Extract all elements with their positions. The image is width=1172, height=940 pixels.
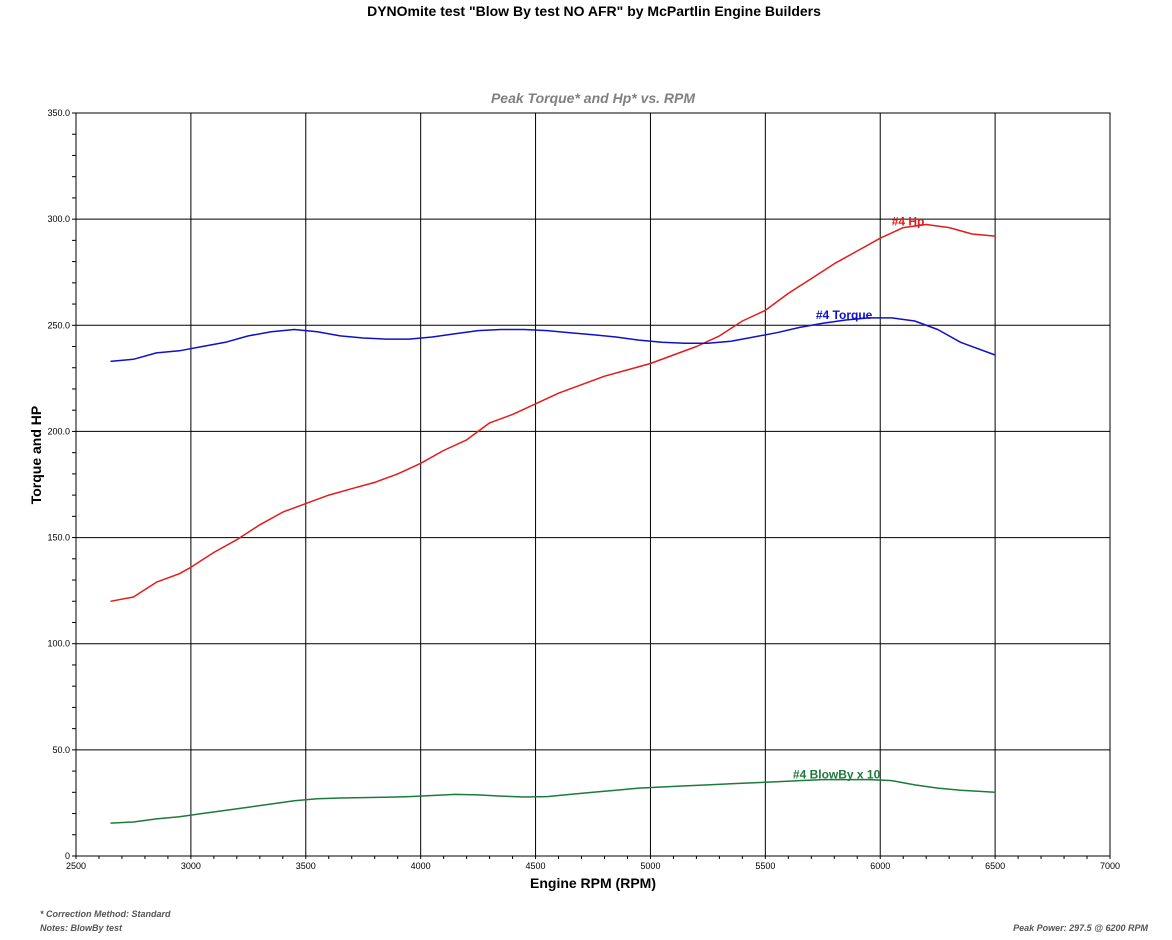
x-tick-label: 3000 (181, 861, 201, 871)
y-tick-label: 350.0 (47, 108, 70, 118)
grid (72, 112, 1111, 859)
hp-series-label: #4 Hp (892, 215, 925, 229)
y-tick-label: 100.0 (47, 639, 70, 649)
series-labels: #4 Hp #4 Torque #4 BlowBy x 10 (793, 215, 924, 782)
x-tick-label: 6000 (870, 861, 890, 871)
blowby-series-line (110, 778, 996, 824)
peak-power-note: Peak Power: 297.5 @ 6200 RPM (1013, 923, 1148, 933)
report-title: DYNOmite test "Blow By test NO AFR" by M… (367, 3, 821, 19)
y-tick-label: 300.0 (47, 214, 70, 224)
y-tick-label: 150.0 (47, 533, 70, 543)
x-tick-label: 3500 (296, 861, 316, 871)
x-tick-label: 4500 (526, 861, 546, 871)
x-tick-label: 5500 (755, 861, 775, 871)
x-tick-label: 2500 (66, 861, 86, 871)
series-layer (110, 223, 996, 824)
tick-labels: 2500 3000 3500 4000 4500 5000 5500 6000 6500 7000… (47, 108, 1120, 871)
x-tick-label: 5000 (640, 861, 660, 871)
x-tick-label: 6500 (985, 861, 1005, 871)
notes-text: Notes: BlowBy test (40, 923, 123, 933)
y-tick-label: 250.0 (47, 320, 70, 330)
x-tick-label: 7000 (1100, 861, 1120, 871)
torque-series-line (110, 317, 996, 363)
y-tick-label: 0 (65, 851, 70, 861)
correction-note: * Correction Method: Standard (40, 909, 171, 919)
x-tick-label: 4000 (411, 861, 431, 871)
blowby-series-label: #4 BlowBy x 10 (793, 768, 881, 782)
plot-frame (75, 112, 1111, 857)
y-tick-label: 50.0 (52, 745, 70, 755)
torque-series-label: #4 Torque (816, 308, 873, 322)
x-axis-label: Engine RPM (RPM) (530, 875, 656, 891)
hp-series-line (110, 223, 996, 603)
y-tick-label: 200.0 (47, 426, 70, 436)
chart-title: Peak Torque* and Hp* vs. RPM (490, 90, 696, 106)
